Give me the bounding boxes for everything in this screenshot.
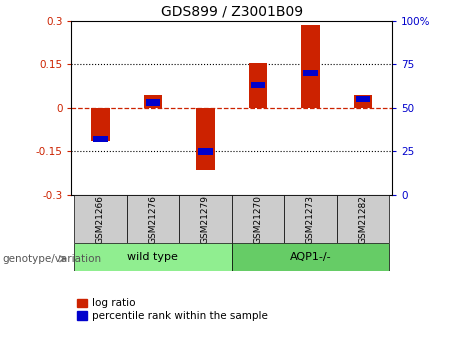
Bar [179, 195, 231, 243]
Bar [249, 63, 267, 108]
Text: GSM21279: GSM21279 [201, 195, 210, 244]
Title: GDS899 / Z3001B09: GDS899 / Z3001B09 [160, 4, 303, 18]
Bar [231, 243, 389, 271]
Bar [144, 95, 162, 108]
Text: AQP1-/-: AQP1-/- [290, 252, 331, 262]
Bar [284, 195, 337, 243]
Text: GSM21282: GSM21282 [359, 195, 367, 244]
Bar [355, 96, 370, 102]
Bar [354, 95, 372, 108]
Text: genotype/variation: genotype/variation [2, 254, 101, 264]
Text: wild type: wild type [127, 252, 178, 262]
Bar [127, 195, 179, 243]
Text: GSM21270: GSM21270 [254, 195, 262, 244]
Bar [231, 195, 284, 243]
Text: GSM21273: GSM21273 [306, 195, 315, 244]
Bar [146, 99, 160, 106]
Bar [74, 195, 127, 243]
Legend: log ratio, percentile rank within the sample: log ratio, percentile rank within the sa… [77, 298, 268, 321]
Bar [196, 108, 214, 170]
Bar [337, 195, 389, 243]
Bar [74, 243, 231, 271]
Bar [251, 82, 265, 88]
Bar [91, 108, 110, 141]
Bar [93, 136, 108, 142]
Text: GSM21266: GSM21266 [96, 195, 105, 244]
Bar [198, 148, 213, 155]
Bar [303, 70, 318, 76]
Text: GSM21276: GSM21276 [148, 195, 157, 244]
Bar [301, 25, 319, 108]
